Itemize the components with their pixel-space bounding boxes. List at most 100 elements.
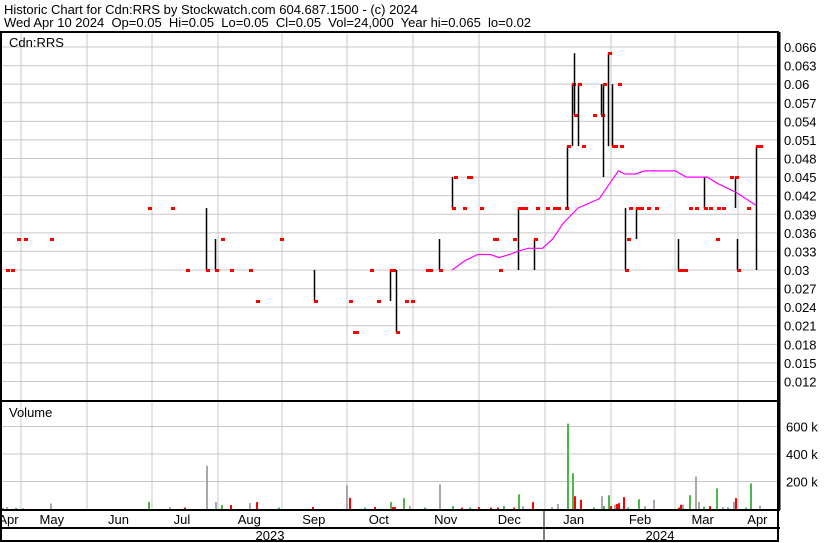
- volume-bar: [215, 501, 217, 509]
- close-tick: [148, 207, 152, 210]
- close-tick: [426, 269, 430, 272]
- close-tick: [452, 207, 456, 210]
- volume-bar: [522, 506, 524, 509]
- close-tick: [392, 269, 396, 272]
- close-tick: [349, 300, 353, 303]
- volume-bar: [593, 507, 595, 509]
- moving-average-line: [451, 170, 756, 271]
- month-label: Jan: [563, 512, 584, 527]
- close-tick: [50, 238, 54, 241]
- volume-bar: [750, 483, 752, 509]
- volume-bar: [695, 476, 697, 509]
- close-tick: [546, 207, 550, 210]
- price-tick-label: 0.018: [784, 337, 817, 352]
- volume-bar: [689, 495, 691, 509]
- month-label: Nov: [434, 512, 458, 527]
- volume-bar: [618, 503, 620, 509]
- close-tick: [716, 238, 720, 241]
- close-tick: [618, 83, 622, 86]
- month-label: Jul: [174, 512, 191, 527]
- month-label: Aug: [238, 512, 261, 527]
- close-tick: [171, 207, 175, 210]
- close-tick: [717, 207, 721, 210]
- close-tick: [759, 145, 763, 148]
- price-tick-label: 0.03: [784, 263, 809, 278]
- volume-bar: [532, 502, 534, 509]
- volume-bar: [644, 506, 646, 509]
- volume-bar: [653, 499, 655, 509]
- volume-bar: [424, 507, 426, 509]
- volume-bar: [392, 507, 394, 509]
- close-tick: [756, 145, 760, 148]
- close-tick: [553, 207, 557, 210]
- volume-bar: [759, 505, 761, 509]
- volume-bar: [461, 507, 463, 509]
- price-tick-label: 0.066: [784, 40, 817, 55]
- volume-bar: [374, 507, 376, 509]
- chart-frame: [0, 31, 781, 542]
- volume-bar: [727, 507, 729, 509]
- month-label: Sep: [302, 512, 325, 527]
- volume-bar: [716, 488, 718, 509]
- price-tick-label: 0.021: [784, 319, 817, 334]
- close-tick: [221, 238, 225, 241]
- close-tick: [429, 269, 433, 272]
- close-tick: [405, 300, 409, 303]
- price-tick-label: 0.027: [784, 282, 817, 297]
- volume-bar: [478, 507, 480, 509]
- month-label: Apr: [0, 512, 19, 527]
- close-tick: [230, 269, 234, 272]
- volume-bar: [608, 495, 610, 509]
- volume-bar: [409, 506, 411, 509]
- month-label: Oct: [369, 512, 390, 527]
- volume-bar: [623, 497, 625, 509]
- volume-bar: [682, 504, 684, 509]
- close-tick: [567, 145, 571, 148]
- chart-title: Historic Chart for Cdn:RRS by Stockwatch…: [4, 2, 419, 17]
- close-tick: [629, 207, 633, 210]
- month-label: Feb: [629, 512, 651, 527]
- volume-bar: [221, 505, 223, 509]
- volume-bar: [551, 507, 553, 509]
- volume-bar: [184, 507, 186, 509]
- close-tick: [534, 238, 538, 241]
- close-tick: [469, 176, 473, 179]
- volume-bar: [572, 473, 574, 509]
- price-tick-label: 0.054: [784, 114, 817, 129]
- close-tick: [640, 207, 644, 210]
- volume-tick-label: 400 k: [786, 447, 818, 462]
- volume-bar: [616, 504, 618, 509]
- close-tick: [355, 331, 359, 334]
- volume-bar: [390, 502, 392, 509]
- axis-labels: 0.066 0.063 0.06 0.057 0.054 0.051 0.048 0.045 0…: [0, 40, 818, 527]
- volume-bar: [678, 507, 680, 509]
- volume-bar: [680, 504, 682, 509]
- close-tick: [206, 269, 210, 272]
- volume-bar: [638, 499, 640, 509]
- year-label-2023: 2023: [256, 528, 285, 543]
- price-tick-label: 0.039: [784, 207, 817, 222]
- close-tick: [24, 238, 28, 241]
- close-tick: [655, 207, 659, 210]
- volume-bar: [346, 485, 348, 509]
- close-tick: [557, 207, 561, 210]
- close-tick: [684, 269, 688, 272]
- volume-bar: [349, 497, 351, 509]
- close-tick: [689, 207, 693, 210]
- volume-bar: [230, 505, 232, 509]
- close-tick: [411, 300, 415, 303]
- month-label: May: [40, 512, 65, 527]
- close-tick: [499, 269, 503, 272]
- close-tick: [647, 207, 651, 210]
- volume-bar: [567, 423, 569, 509]
- volume-bar: [698, 501, 700, 509]
- month-label: Dec: [498, 512, 522, 527]
- volume-bar: [452, 506, 454, 509]
- volume-bar: [148, 501, 150, 509]
- close-tick: [314, 300, 318, 303]
- price-tick-label: 0.024: [784, 300, 817, 315]
- close-tick: [735, 176, 739, 179]
- price-tick-label: 0.06: [784, 77, 809, 92]
- volume-bar: [364, 507, 366, 509]
